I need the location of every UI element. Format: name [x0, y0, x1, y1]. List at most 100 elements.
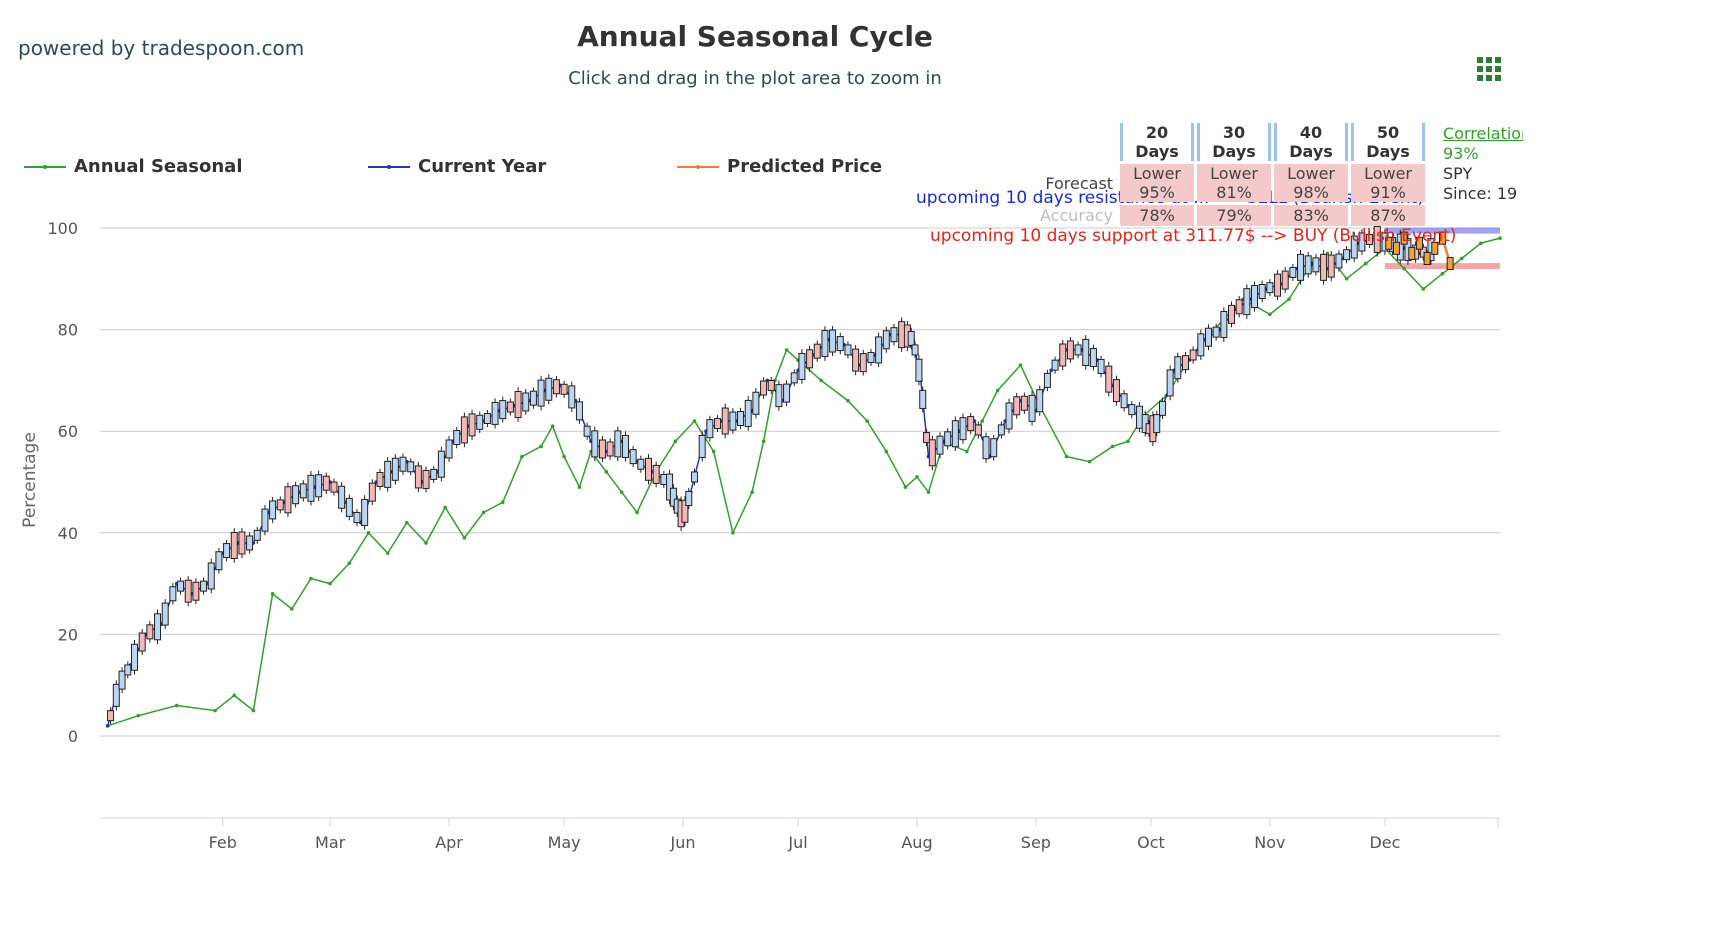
data-point	[562, 454, 566, 459]
candle-body	[230, 532, 238, 559]
accuracy-cell: 87%	[1351, 205, 1426, 226]
candle-body	[1220, 311, 1228, 339]
data-point	[213, 708, 217, 713]
predicted-candle	[1438, 231, 1446, 245]
data-point	[443, 505, 448, 510]
candle-body	[445, 439, 453, 459]
correlation-since: Since: 19	[1443, 184, 1518, 203]
candle-body	[1005, 402, 1013, 430]
data-point	[884, 449, 889, 454]
candle-body	[767, 379, 775, 391]
candle-body	[376, 471, 384, 487]
candle-body	[299, 483, 307, 499]
candle-body	[666, 473, 674, 501]
candle-body	[652, 464, 660, 484]
candle-body	[437, 450, 445, 478]
candle-body	[836, 336, 844, 352]
candle-body	[959, 417, 967, 441]
correlation-box: Correlation 93% SPY Since: 19	[1443, 124, 1523, 204]
data-point	[995, 388, 1000, 393]
legend-current-year[interactable]: Current Year	[368, 156, 546, 177]
data-point	[424, 541, 428, 545]
data-point	[965, 449, 969, 454]
forecast-probability: 91%	[1370, 183, 1406, 202]
data-point	[1498, 236, 1502, 240]
candle-body	[124, 664, 132, 676]
candle-body	[407, 461, 415, 473]
data-point	[750, 490, 754, 494]
candle-body	[1105, 365, 1113, 393]
data-point	[635, 510, 639, 515]
candle-body	[1158, 400, 1166, 416]
data-point	[309, 576, 313, 581]
candle-body	[928, 439, 936, 467]
candle-body	[575, 401, 583, 421]
forecast-cell: Lower 91%	[1351, 164, 1426, 202]
candle-body	[338, 485, 346, 509]
candle-body	[644, 457, 652, 481]
data-point	[577, 485, 582, 489]
legend-label: Predicted Price	[727, 156, 883, 177]
candle-body	[990, 438, 998, 458]
candle-body	[1212, 326, 1220, 338]
forecast-column-header: 40 Days	[1274, 123, 1349, 161]
accuracy-cell: 79%	[1197, 205, 1272, 226]
candle-body	[1235, 299, 1243, 315]
data-point	[270, 591, 275, 596]
candle-body	[223, 543, 231, 559]
candle-body	[936, 435, 944, 455]
data-point	[1440, 271, 1445, 276]
legend-line-icon	[368, 164, 410, 169]
candle-body	[483, 413, 491, 424]
y-tick-label: 20	[58, 625, 78, 644]
data-point	[865, 419, 869, 423]
candle-body	[1350, 235, 1358, 259]
data-point	[784, 348, 789, 352]
candle-body	[583, 425, 591, 437]
candle-body	[1251, 285, 1259, 309]
data-point	[539, 444, 543, 449]
candle-body	[1128, 404, 1136, 416]
data-point	[462, 536, 467, 540]
predicted-candle	[1385, 236, 1393, 250]
legend-label: Current Year	[418, 156, 547, 177]
candle-body	[829, 329, 837, 353]
forecast-cell: Lower 81%	[1197, 164, 1272, 202]
candle-body	[844, 344, 852, 356]
predicted-candle	[1392, 241, 1400, 255]
candle-body	[1327, 254, 1335, 278]
candle-body	[1289, 266, 1297, 278]
candle-body	[859, 353, 867, 373]
candle-body	[107, 710, 115, 722]
legend-annual-seasonal[interactable]: Annual Seasonal	[24, 156, 243, 177]
data-point	[550, 424, 555, 428]
data-point	[289, 607, 294, 611]
forecast-column-header: 50 Days	[1351, 123, 1426, 161]
x-tick-label: Jul	[787, 833, 807, 852]
grid-menu-icon[interactable]	[1474, 55, 1504, 83]
candle-body	[1281, 270, 1289, 290]
data-point	[1268, 312, 1272, 317]
candle-body	[207, 562, 215, 590]
candle-body	[967, 416, 975, 432]
data-point	[1479, 241, 1483, 246]
legend-predicted-price[interactable]: Predicted Price	[677, 156, 882, 177]
candle-body	[138, 632, 146, 652]
forecast-probability: 95%	[1139, 183, 1175, 202]
predicted-candle	[1423, 251, 1431, 265]
candle-body	[1189, 349, 1197, 361]
candle-body	[238, 531, 246, 555]
candle-body	[200, 580, 208, 592]
candle-body	[292, 485, 300, 505]
correlation-link[interactable]: Correlation	[1443, 124, 1523, 143]
candle-body	[1258, 284, 1266, 299]
candle-body	[184, 579, 192, 603]
powered-by-text[interactable]: powered by tradespoon.com	[18, 36, 305, 60]
candle-body	[1366, 233, 1374, 245]
candle-body	[1358, 232, 1366, 252]
candle-body	[1097, 358, 1105, 374]
data-point	[1064, 454, 1069, 459]
candle-body	[681, 499, 689, 523]
candle-body	[537, 379, 545, 407]
